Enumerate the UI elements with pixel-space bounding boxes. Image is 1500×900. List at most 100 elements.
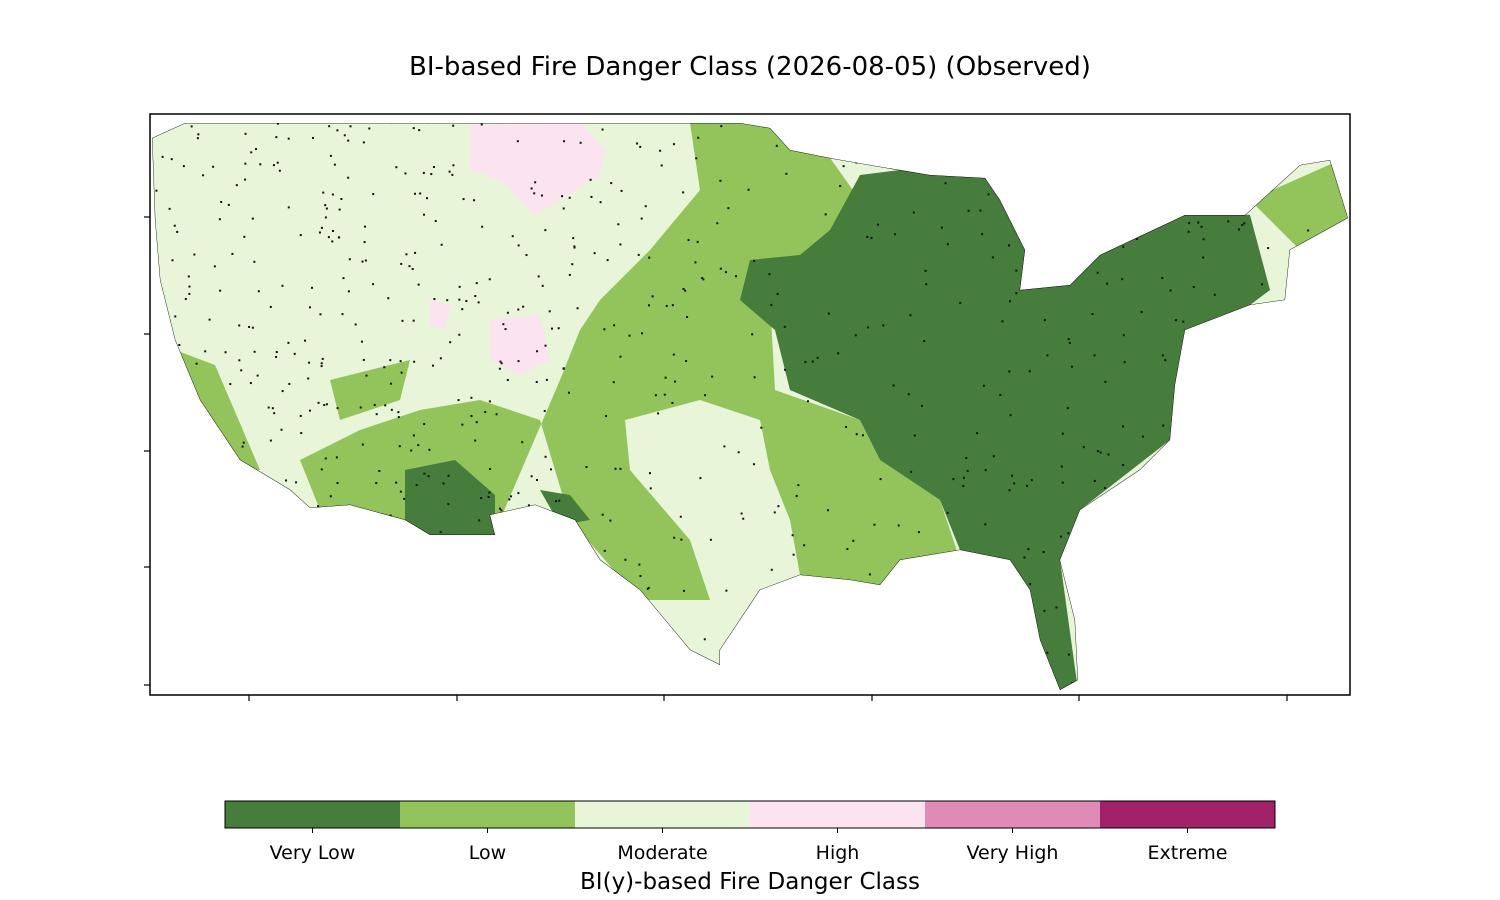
station (331, 240, 334, 243)
station (519, 512, 522, 515)
station (610, 182, 613, 185)
station (533, 192, 536, 195)
station (536, 574, 539, 577)
station (365, 374, 368, 377)
station (952, 677, 955, 680)
station (1122, 463, 1125, 466)
station (341, 313, 344, 316)
station (170, 612, 173, 615)
station (987, 193, 990, 196)
station (1200, 225, 1203, 228)
station (325, 571, 328, 574)
station (174, 315, 177, 318)
station (229, 383, 232, 386)
station (1169, 289, 1172, 292)
station (1068, 341, 1071, 344)
station (319, 313, 322, 316)
station (905, 128, 908, 131)
station (224, 351, 227, 354)
station (1196, 676, 1199, 679)
colorbar-label: Extreme (1148, 842, 1228, 864)
station (458, 588, 461, 591)
station (220, 200, 223, 203)
station (522, 305, 525, 308)
station (1188, 222, 1191, 225)
station (915, 659, 918, 662)
station (208, 437, 211, 440)
station (792, 553, 795, 556)
station (1213, 515, 1216, 518)
station (190, 125, 193, 128)
station (684, 289, 687, 292)
station (981, 233, 984, 236)
station (189, 544, 192, 547)
station (174, 550, 177, 553)
station (584, 656, 587, 659)
station (928, 573, 931, 576)
station (343, 134, 346, 137)
station (579, 554, 582, 557)
station (488, 491, 491, 494)
station (541, 284, 544, 287)
station (368, 127, 371, 130)
station (720, 125, 723, 128)
station (470, 415, 473, 418)
station (791, 670, 794, 673)
station (423, 472, 426, 475)
station (775, 144, 778, 147)
station (802, 136, 805, 139)
colorbar-swatch (575, 801, 750, 828)
station (224, 497, 227, 500)
station (673, 536, 676, 539)
station (439, 357, 442, 360)
station (516, 641, 519, 644)
station (397, 416, 400, 419)
station (651, 295, 654, 298)
station (502, 323, 505, 326)
station (920, 404, 923, 407)
station (637, 253, 640, 256)
station (558, 634, 561, 637)
station (314, 684, 317, 687)
station (1030, 479, 1033, 482)
station (1324, 285, 1327, 288)
station (361, 443, 364, 446)
station (178, 343, 181, 346)
station (753, 259, 756, 262)
station (1009, 414, 1012, 417)
station (696, 240, 699, 243)
station (472, 549, 475, 552)
station (1141, 627, 1144, 630)
station (440, 243, 443, 246)
station (1308, 453, 1311, 456)
station (516, 140, 519, 143)
station (474, 439, 477, 442)
station (197, 133, 200, 136)
station (642, 644, 645, 647)
station (646, 587, 649, 590)
station (619, 355, 622, 358)
station (276, 492, 279, 495)
station (324, 204, 327, 207)
station (1046, 651, 1049, 654)
station (953, 582, 956, 585)
station (414, 547, 417, 550)
station (437, 561, 440, 564)
station (411, 268, 414, 271)
station (367, 512, 370, 515)
station (1084, 207, 1087, 210)
station (1093, 354, 1096, 357)
station (160, 341, 163, 344)
station (953, 614, 956, 617)
station (310, 286, 313, 289)
station (488, 278, 491, 281)
station (716, 222, 719, 225)
station (349, 505, 352, 508)
station (434, 646, 437, 649)
station (984, 469, 987, 472)
station (1334, 602, 1337, 605)
station (1318, 666, 1321, 669)
station (564, 626, 567, 629)
station (397, 411, 400, 414)
station (395, 481, 398, 484)
